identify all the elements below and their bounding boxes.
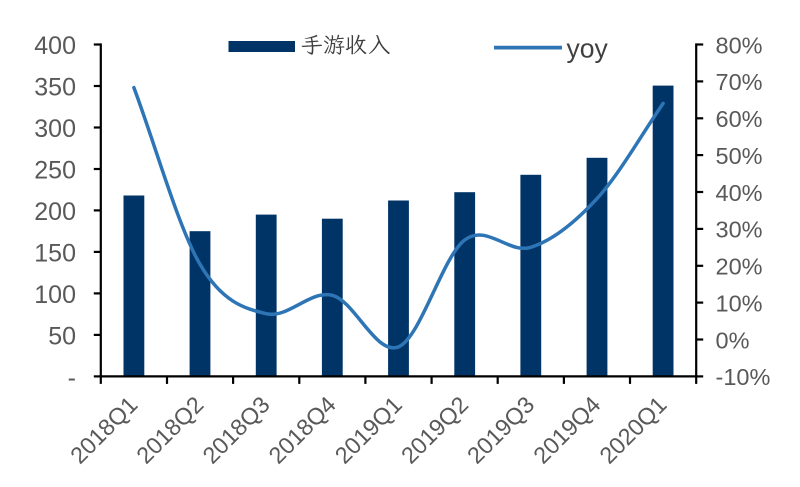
svg-text:50%: 50% [716, 143, 763, 169]
svg-text:200: 200 [34, 198, 76, 226]
svg-text:yoy: yoy [567, 34, 609, 64]
svg-text:150: 150 [34, 239, 76, 267]
svg-text:100: 100 [34, 281, 76, 309]
svg-text:20%: 20% [716, 254, 763, 280]
svg-text:10%: 10% [716, 290, 763, 316]
svg-text:70%: 70% [716, 69, 763, 95]
svg-text:50: 50 [48, 322, 76, 350]
svg-text:350: 350 [34, 74, 76, 102]
svg-text:-10%: -10% [716, 364, 771, 390]
svg-text:-: - [68, 364, 76, 392]
svg-text:40%: 40% [716, 180, 763, 206]
svg-text:0%: 0% [716, 327, 750, 353]
svg-text:60%: 60% [716, 106, 763, 132]
svg-text:80%: 80% [716, 32, 763, 58]
svg-text:250: 250 [34, 157, 76, 185]
svg-text:300: 300 [34, 115, 76, 143]
svg-text:30%: 30% [716, 217, 763, 243]
svg-text:400: 400 [34, 32, 76, 60]
